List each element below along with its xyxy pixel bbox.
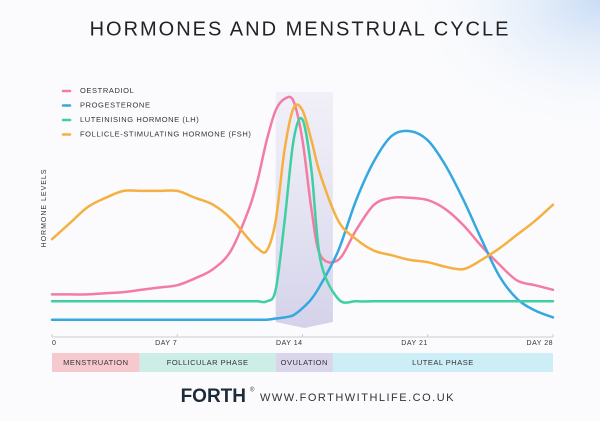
phase <box>139 353 276 372</box>
x-tick-label: DAY 14 <box>276 340 302 347</box>
phase-label: FOLLICULAR PHASE <box>167 358 249 367</box>
legend-label: LUTEINISING HORMONE (LH) <box>80 115 199 124</box>
x-tick-label: 0 <box>52 340 56 347</box>
chart-title: HORMONES AND MENSTRUAL CYCLE <box>90 18 511 40</box>
hormone-line <box>50 95 555 296</box>
legend-label: FOLLICLE-STIMULATING HORMONE (FSH) <box>80 129 252 138</box>
x-tick-label: DAY 28 <box>527 340 553 347</box>
legend-label: OESTRADIOL <box>80 86 134 95</box>
hormone-line <box>50 103 555 271</box>
phase <box>52 353 140 372</box>
phase-label: MENSTRUATION <box>63 358 128 367</box>
legend-label: PROGESTERONE <box>80 100 151 109</box>
phase-label: OVULATION <box>281 358 328 367</box>
x-tick-label: DAY 7 <box>155 340 177 347</box>
ovulation-shade <box>275 92 333 328</box>
phase <box>332 353 553 372</box>
hormone-line <box>50 129 555 322</box>
website: WWW.FORTHWITHLIFE.CO.UK <box>260 392 455 404</box>
y-axis-label: HORMONE LEVELS <box>41 169 48 248</box>
phase <box>275 353 333 372</box>
x-tick-label: DAY 21 <box>401 340 427 347</box>
brand-mark: ® <box>250 387 255 394</box>
brand: FORTH <box>181 386 246 407</box>
hormone-line <box>50 117 555 304</box>
plot-area: 0 DAY 7 DAY 14 DAY 21 DAY 28 MENSTRUATION FOLL… <box>50 86 555 372</box>
phase-label: LUTEAL PHASE <box>412 358 474 367</box>
